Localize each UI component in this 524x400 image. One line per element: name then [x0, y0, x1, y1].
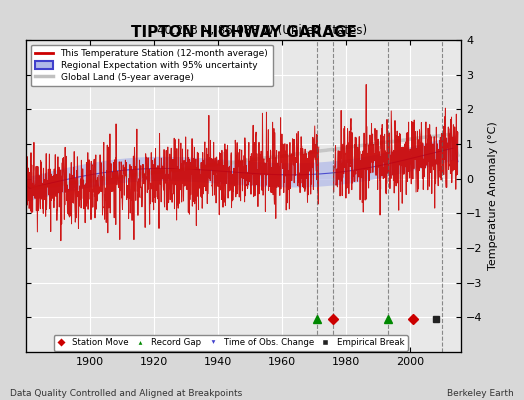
Y-axis label: Temperature Anomaly (°C): Temperature Anomaly (°C) [488, 122, 498, 270]
Text: Berkeley Earth: Berkeley Earth [447, 389, 514, 398]
Legend: Station Move, Record Gap, Time of Obs. Change, Empirical Break: Station Move, Record Gap, Time of Obs. C… [53, 335, 408, 351]
Text: Data Quality Controlled and Aligned at Breakpoints: Data Quality Controlled and Aligned at B… [10, 389, 243, 398]
Text: 40.253 N, 86.088 W (United States): 40.253 N, 86.088 W (United States) [157, 24, 367, 37]
Title: TIPTON HIGHWAY GARAGE: TIPTON HIGHWAY GARAGE [130, 25, 357, 40]
